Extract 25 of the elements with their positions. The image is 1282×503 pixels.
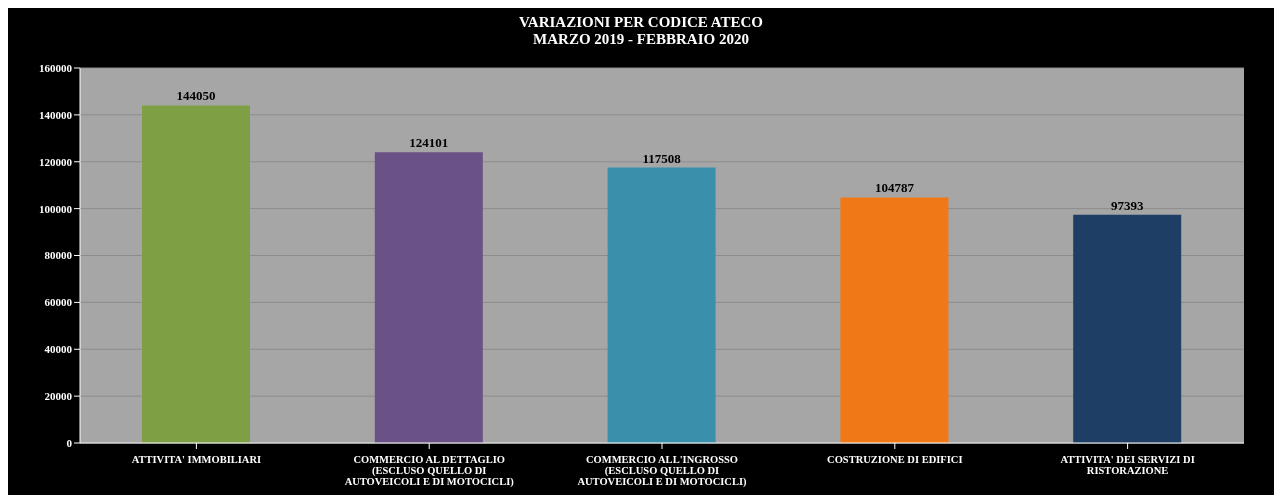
data-label: 124101 (409, 135, 449, 151)
bar (1073, 214, 1182, 443)
y-tick-label: 60000 (44, 296, 73, 309)
bar (374, 152, 483, 443)
y-tick-label: 20000 (44, 390, 73, 403)
data-label: 104787 (874, 180, 915, 196)
x-tick-label: COSTRUZIONE DI EDIFICI (827, 454, 963, 465)
y-tick-label: 140000 (39, 108, 73, 121)
data-label: 117508 (642, 150, 682, 166)
chart-title: VARIAZIONI PER CODICE ATECO MARZO 2019 - FEBBRAIO 2020 (517, 14, 765, 48)
bar (840, 197, 949, 443)
data-label: 144050 (176, 88, 216, 104)
x-tick-label: ATTIVITA' DEI SERVIZI DI RISTORAZIONE (1060, 454, 1195, 476)
y-tick-label: 120000 (39, 155, 73, 168)
x-tick-label: ATTIVITA' IMMOBILIARI (131, 454, 262, 465)
y-tick-label: 100000 (39, 202, 73, 215)
data-label: 97393 (1110, 197, 1144, 213)
bar (142, 105, 250, 443)
y-tick-label: 0 (66, 436, 73, 449)
y-tick-label: 40000 (44, 343, 73, 356)
x-tick-label: COMMERCIO AL DETTAGLIO (ESCLUSO QUELLO DI AUTOVEICOLI E DI MOTOCICLI) (344, 454, 515, 488)
y-tick-label: 80000 (44, 249, 73, 262)
y-tick-label: 160000 (39, 61, 73, 74)
x-tick-label: COMMERCIO ALL'INGROSSO (ESCLUSO QUELLO DI AUTOVEICOLI E DI MOTOCICLI) (577, 454, 748, 488)
bar (607, 167, 716, 443)
